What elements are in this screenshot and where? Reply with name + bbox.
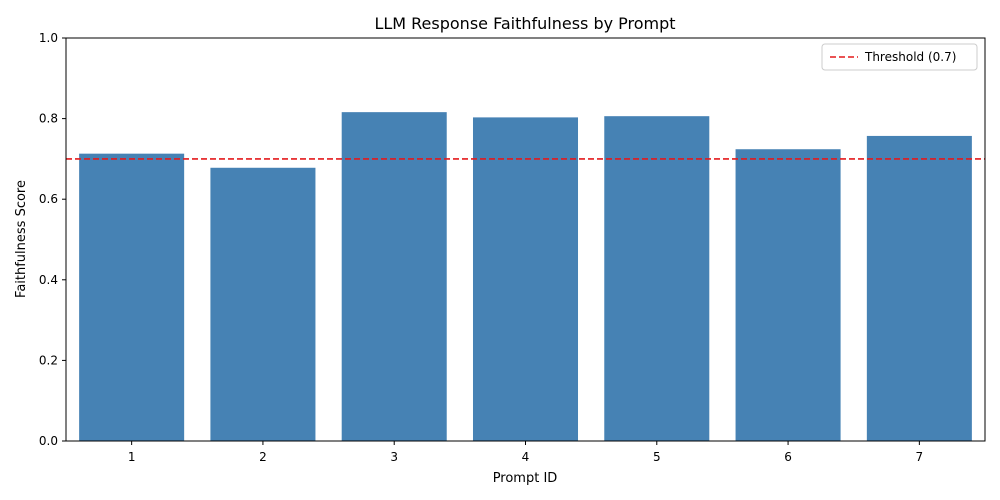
x-tick-label: 4 xyxy=(522,450,530,464)
legend-box xyxy=(821,43,978,71)
y-tick-label: 1.0 xyxy=(39,31,58,45)
plot-area: 1 2 3 4 5 6 7 0.0 0.2 0.4 0.6 0.8 1.0 xyxy=(39,31,986,464)
y-tick-label: 0.0 xyxy=(39,434,58,448)
y-tick-label: 0.8 xyxy=(39,112,58,126)
chart-title: LLM Response Faithfulness by Prompt xyxy=(374,14,675,33)
axes-frame xyxy=(65,37,986,442)
y-tick-label: 0.4 xyxy=(39,273,58,287)
y-axis-label: Faithfulness Score xyxy=(14,180,29,298)
legend-threshold-label: Threshold (0.7) xyxy=(864,50,956,64)
x-tick-label: 5 xyxy=(653,450,661,464)
x-tick-label: 3 xyxy=(390,450,398,464)
bar-prompt-4 xyxy=(472,117,579,442)
y-tick-label: 0.2 xyxy=(39,353,58,367)
bar-prompt-3 xyxy=(341,112,447,441)
x-tick-label: 6 xyxy=(784,450,792,464)
bar-prompt-1 xyxy=(79,153,185,441)
bar-prompt-6 xyxy=(735,149,841,441)
x-axis-label: Prompt ID xyxy=(493,471,558,486)
legend: Threshold (0.7) xyxy=(821,43,978,71)
bar-prompt-2 xyxy=(210,167,316,442)
x-tick-label: 2 xyxy=(259,450,267,464)
x-tick-label: 1 xyxy=(128,450,136,464)
y-tick-label: 0.6 xyxy=(39,192,58,206)
bar-prompt-5 xyxy=(604,116,710,441)
bar-prompt-7 xyxy=(866,135,972,441)
x-tick-label: 7 xyxy=(916,450,924,464)
